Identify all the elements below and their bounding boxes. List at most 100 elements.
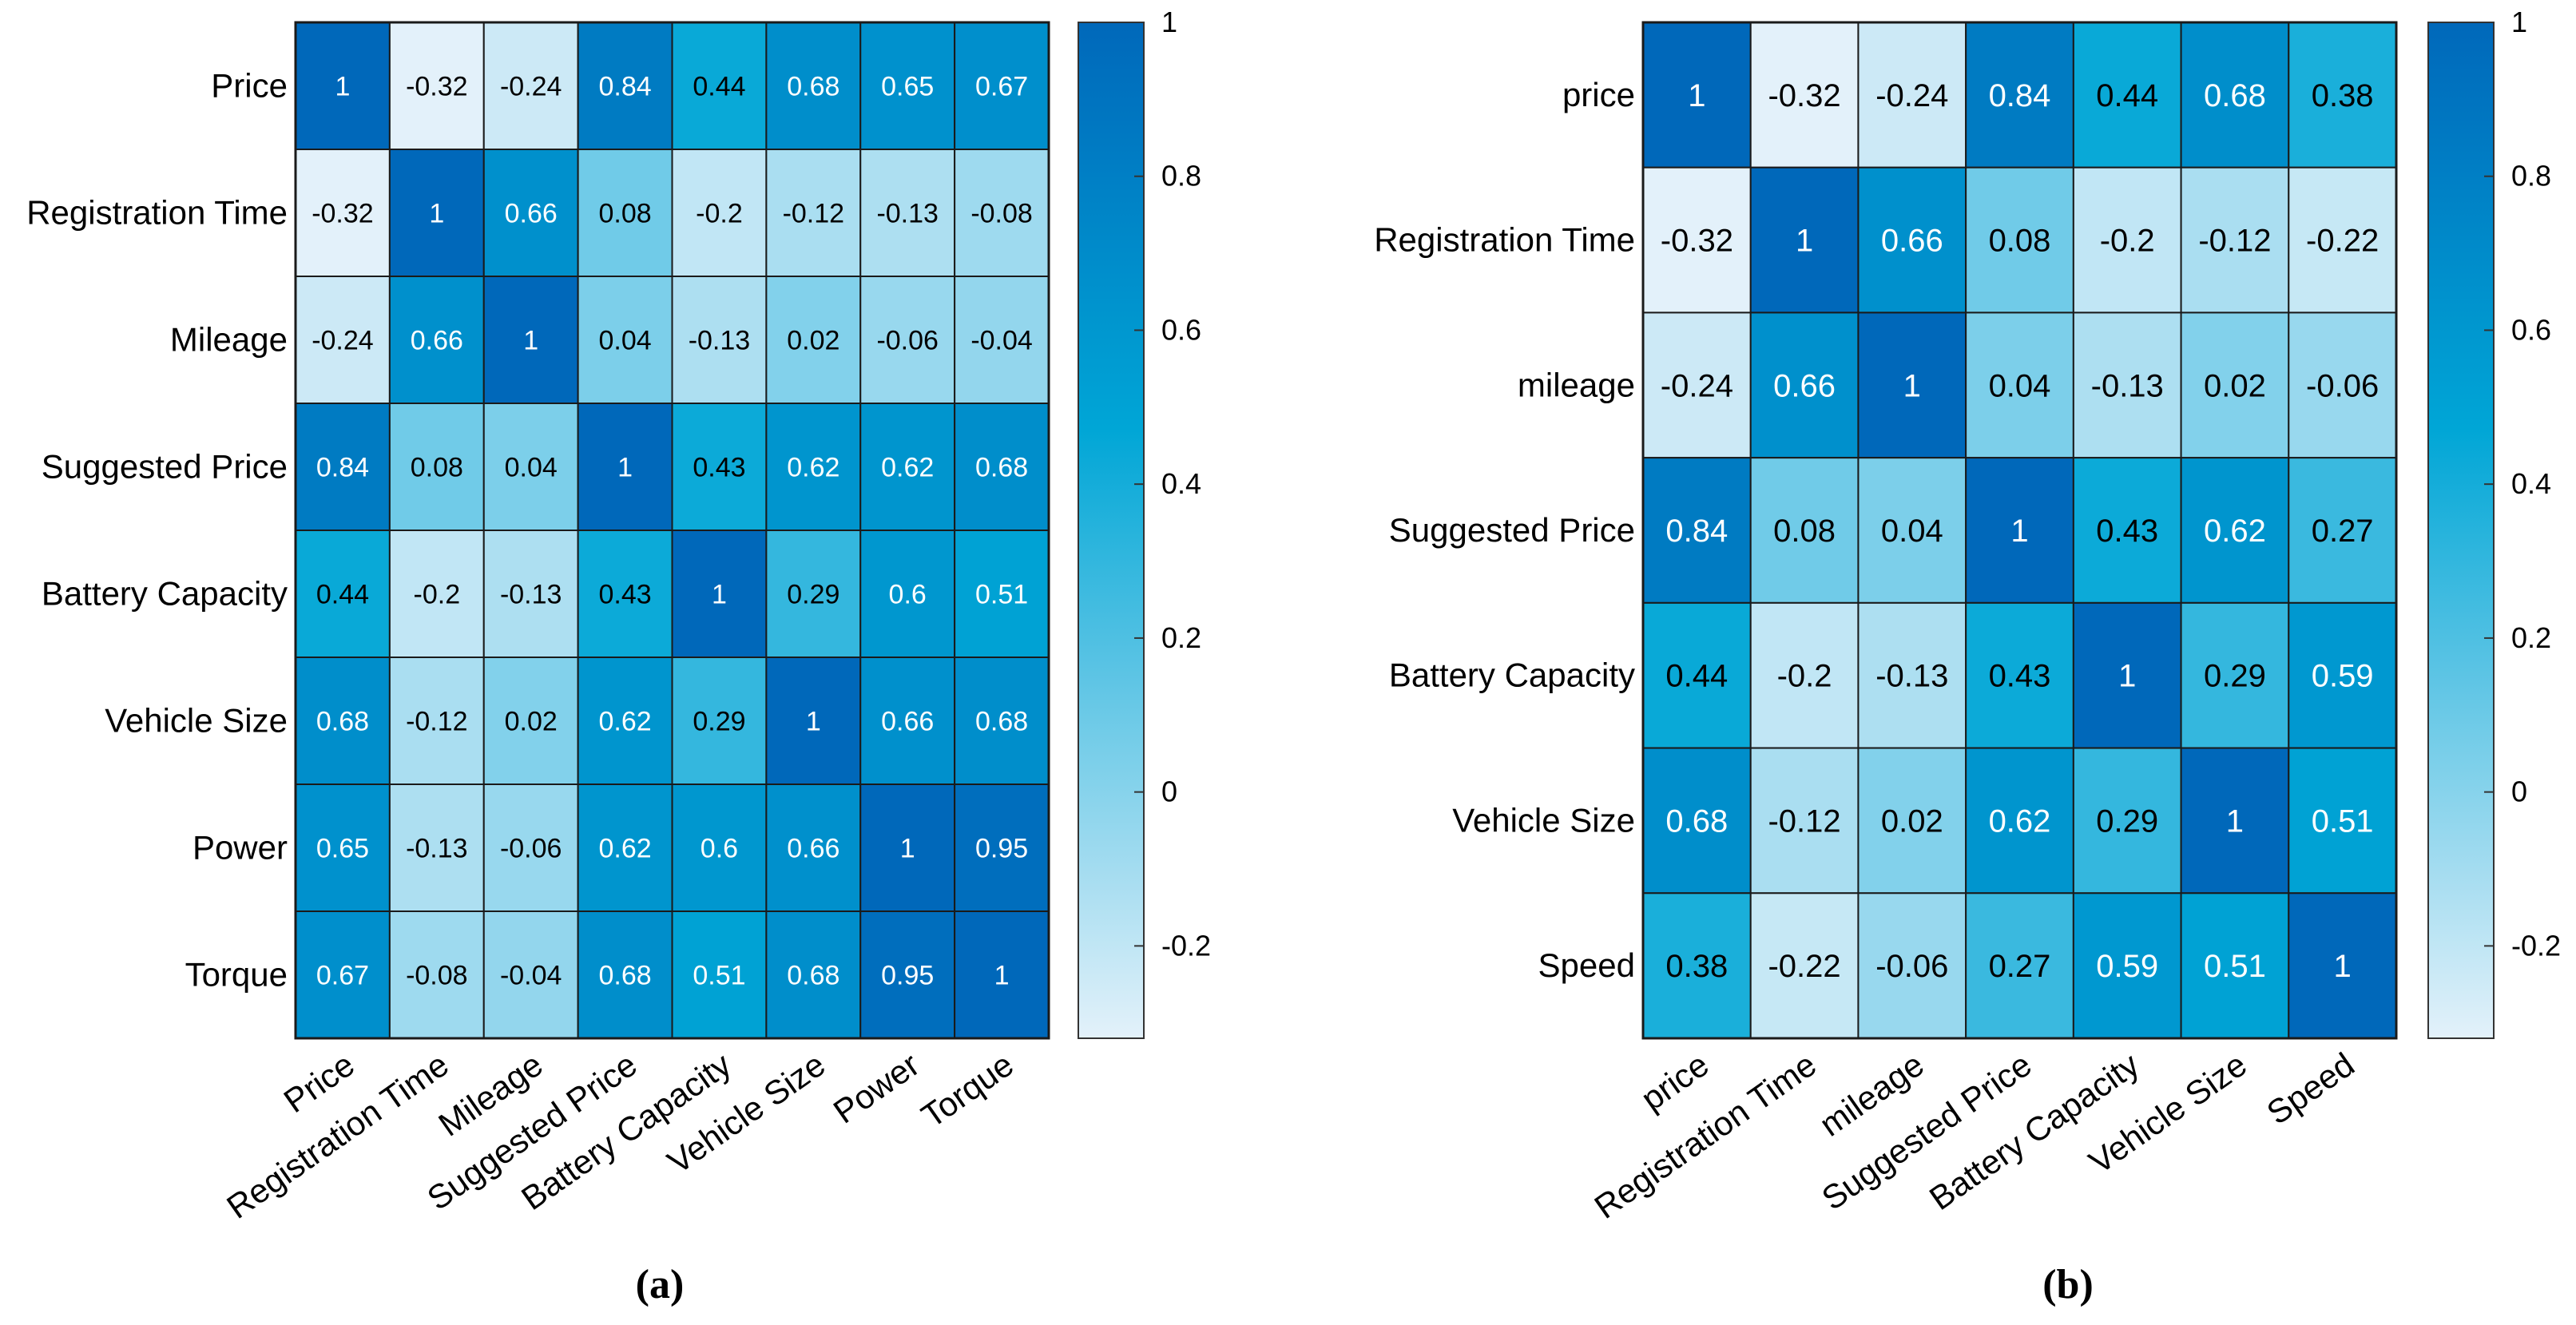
- cell-value-label: 0.67: [975, 71, 1028, 101]
- cell-value-label: -0.12: [1768, 803, 1840, 839]
- heatmap-cell: [2072, 22, 2182, 169]
- colorbar-tick-label: 1: [1161, 6, 1177, 38]
- heatmap-cell: [2072, 892, 2182, 1040]
- cell-value-label: 1: [2118, 659, 2136, 694]
- heatmap-cell: [1749, 311, 1860, 459]
- cell-value-label: 0.68: [2204, 78, 2266, 113]
- cell-value-label: 1: [994, 960, 1010, 990]
- cell-value-label: -0.06: [1875, 949, 1948, 984]
- cell-value-label: -0.13: [500, 579, 562, 609]
- heatmap-cell: [671, 657, 768, 785]
- heatmap-cell: [954, 783, 1050, 912]
- heatmap-cell: [2072, 601, 2182, 749]
- heatmap-cell: [1749, 601, 1860, 749]
- heatmap-cell: [482, 783, 579, 912]
- row-label: Battery Capacity: [1389, 657, 1635, 694]
- cell-value-label: 0.62: [2204, 514, 2266, 549]
- heatmap-cell: [671, 783, 768, 912]
- cell-value-label: -0.32: [406, 71, 468, 101]
- cell-value-label: 0.44: [693, 71, 745, 101]
- cell-value-label: -0.24: [500, 71, 562, 101]
- cell-value-label: 0.08: [598, 198, 651, 228]
- cell-value-label: -0.2: [2100, 224, 2155, 259]
- heatmap-cell: [2072, 457, 2182, 604]
- heatmap-cell: [1857, 22, 1967, 169]
- cell-value-label: -0.06: [2306, 368, 2379, 403]
- row-label: Battery Capacity: [42, 575, 288, 613]
- row-label: Speed: [1538, 946, 1635, 984]
- cell-value-label: -0.13: [689, 325, 751, 355]
- cell-value-label: 0.43: [598, 579, 651, 609]
- heatmap-cell: [765, 276, 862, 404]
- cell-value-label: 0.02: [505, 706, 558, 736]
- heatmap-cell: [482, 657, 579, 785]
- colorbar-tick-label: 0.4: [2511, 467, 2551, 500]
- heatmap-cell: [1857, 166, 1967, 314]
- cell-value-label: 0.66: [505, 198, 558, 228]
- heatmap-cell: [388, 22, 485, 150]
- cell-value-label: 0.62: [598, 706, 651, 736]
- cell-value-label: 0.68: [787, 960, 839, 990]
- cell-value-label: 0.95: [975, 833, 1028, 863]
- cell-value-label: -0.04: [970, 325, 1033, 355]
- heatmap-cell: [765, 22, 862, 150]
- cell-value-label: 0.95: [881, 960, 934, 990]
- cell-value-label: -0.22: [2306, 224, 2379, 259]
- cell-value-label: -0.06: [500, 833, 562, 863]
- cell-value-label: 0.04: [598, 325, 651, 355]
- cell-value-label: 1: [900, 833, 915, 863]
- heatmap-cell: [1965, 747, 2074, 895]
- heatmap-cell: [2072, 311, 2182, 459]
- cell-value-label: 0.66: [1881, 224, 1943, 259]
- cell-value-label: -0.08: [406, 960, 468, 990]
- cell-value-label: 0.84: [598, 71, 651, 101]
- cell-value-label: -0.12: [783, 198, 845, 228]
- cell-value-label: 0.27: [2312, 514, 2374, 549]
- row-label: Torque: [185, 956, 288, 994]
- cell-value-label: -0.22: [1768, 949, 1840, 984]
- heatmap-cell: [671, 910, 768, 1039]
- cell-value-label: -0.32: [1768, 78, 1840, 113]
- heatmap-cell: [388, 276, 485, 404]
- cell-value-label: 0.62: [1989, 803, 2051, 839]
- heatmap-cell: [1965, 601, 2074, 749]
- heatmap-cell: [954, 657, 1050, 785]
- heatmap-border: [294, 21, 1050, 1040]
- heatmap-cell: [1749, 747, 1860, 895]
- row-label: Vehicle Size: [1452, 801, 1635, 839]
- heatmap-cell: [859, 530, 956, 658]
- heatmap-cell: [2180, 892, 2290, 1040]
- heatmap-cell: [2180, 747, 2290, 895]
- cell-value-label: 0.29: [2204, 659, 2266, 694]
- row-label: Suggested Price: [42, 448, 288, 486]
- cell-value-label: 0.02: [1881, 803, 1943, 839]
- cell-value-label: 0.04: [1881, 514, 1943, 549]
- cell-value-label: 0.68: [975, 706, 1028, 736]
- heatmap-panel-b: 1 -0.32 -0.24 0.84 0.44 0.68 0.38 -0.32 1 0.66 0.0…: [1374, 6, 2561, 1307]
- cell-value-label: 0.04: [505, 452, 558, 482]
- heatmap-cell: [859, 276, 956, 404]
- cell-value-label: 0.66: [787, 833, 839, 863]
- heatmap-cell: [388, 783, 485, 912]
- heatmap-cell: [2180, 311, 2290, 459]
- cell-value-label: -0.32: [312, 198, 374, 228]
- cell-value-label: 0.66: [1773, 368, 1836, 403]
- heatmap-cell: [1642, 601, 1752, 749]
- colorbar-tick-label: 0.2: [2511, 621, 2551, 654]
- heatmap-cell: [482, 403, 579, 531]
- heatmap-cell: [671, 403, 768, 531]
- heatmap-cell: [482, 276, 579, 404]
- cell-value-label: 0.02: [787, 325, 839, 355]
- heatmap-cell: [1857, 601, 1967, 749]
- row-label: Registration Time: [26, 194, 288, 232]
- cell-value-label: 0.6: [889, 579, 927, 609]
- cell-value-label: 0.66: [411, 325, 463, 355]
- colorbar: [1078, 22, 1145, 1039]
- cell-value-label: -0.32: [1661, 224, 1733, 259]
- cell-value-label: 0.68: [598, 960, 651, 990]
- colorbar-tick-label: 0.8: [1161, 160, 1201, 192]
- heatmap-cell: [2288, 311, 2397, 459]
- heatmap-cell: [2180, 166, 2290, 314]
- cell-value-label: 1: [2226, 803, 2244, 839]
